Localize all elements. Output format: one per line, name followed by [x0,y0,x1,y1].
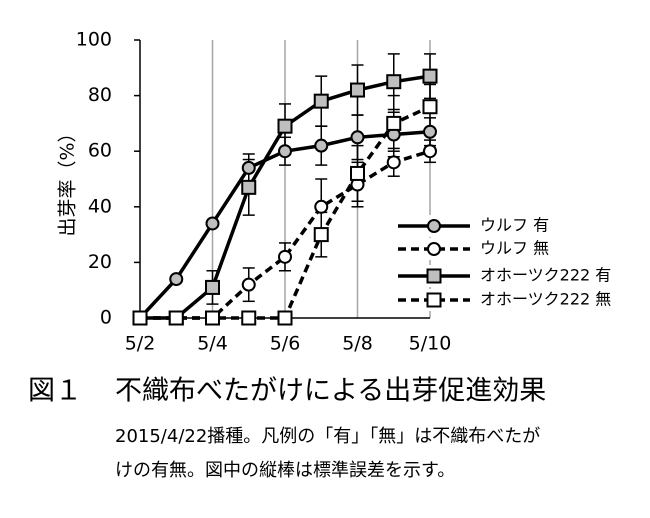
point [423,124,437,139]
point [386,74,402,90]
point [278,249,292,264]
legend-label: オホーツク222 無 [480,290,611,309]
x-tick-label: 5/6 [270,333,301,355]
legend-label: ウルフ 無 [480,239,549,258]
y-tick-label: 0 [100,307,112,329]
point [241,179,257,195]
point [241,160,256,175]
point [422,99,438,115]
point [422,68,438,84]
point [132,310,148,326]
point [313,93,329,109]
point [314,199,329,214]
point [386,115,402,131]
y-tick-label: 100 [76,29,112,51]
point [169,272,184,287]
figure-label: 図１ [28,376,82,407]
point [168,310,184,326]
y-tick-label: 20 [88,251,112,273]
point [278,144,292,159]
point [423,144,437,159]
legend-label: オホーツク222 有 [480,266,611,285]
x-tick-label: 5/4 [197,333,228,355]
legend-marker [426,292,442,308]
caption: 不織布べたがけによる出芽促進効果 [115,376,546,407]
series-line [140,149,431,320]
x-tick-label: 5/10 [409,333,452,355]
legend-marker [427,242,441,256]
legend-marker [427,219,441,233]
point [386,155,401,170]
legend-marker [426,268,442,284]
y-tick-label: 80 [88,84,112,106]
point [241,310,257,326]
point [277,310,293,326]
x-tick-label: 5/2 [125,333,156,355]
y-axis-label: 出芽率（%） [57,123,79,236]
point [205,310,220,326]
point [350,165,365,181]
point [277,118,293,134]
x-tick-label: 5/8 [342,333,373,355]
point [350,82,365,98]
point [350,130,365,145]
note: けの有無。図中の縦棒は標準誤差を示す。 [115,460,455,481]
point [314,138,329,153]
point [205,279,220,295]
y-tick-label: 40 [88,195,112,217]
legend-label: ウルフ 有 [480,216,549,235]
y-tick-label: 60 [88,140,112,162]
point [313,227,329,243]
point [241,277,256,292]
note: 2015/4/22播種。凡例の「有」「無」は不織布べたが [115,426,540,447]
point [205,216,220,231]
